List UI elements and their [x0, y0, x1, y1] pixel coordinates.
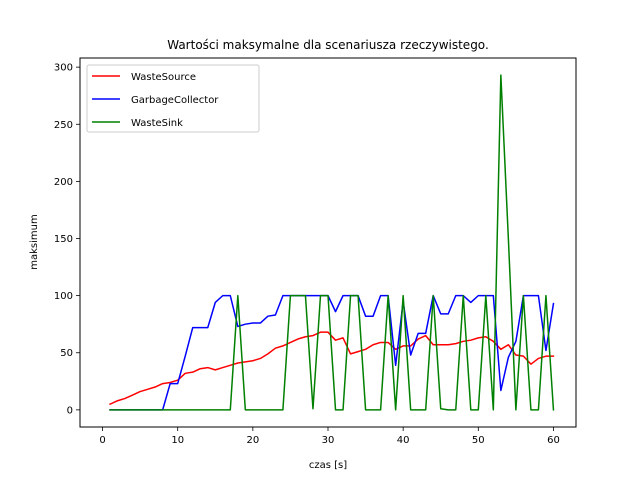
x-tick-label: 60 [547, 435, 560, 446]
y-tick-label: 300 [54, 63, 73, 74]
y-tick-label: 100 [54, 291, 73, 302]
series-line-garbagecollector [109, 294, 555, 411]
legend-label-wastesink: WasteSink [131, 118, 183, 129]
y-tick-label: 50 [60, 348, 73, 359]
x-tick-label: 10 [171, 435, 184, 446]
chart-title: Wartości maksymalne dla scenariusza rzec… [167, 38, 489, 52]
y-tick-label: 250 [54, 120, 73, 131]
legend-label-garbagecollector: GarbageCollector [131, 95, 219, 106]
y-tick-label: 150 [54, 234, 73, 245]
y-axis: 0 50 100 150 200 250 300 [54, 63, 80, 416]
x-tick-label: 50 [472, 435, 485, 446]
x-tick-label: 40 [397, 435, 410, 446]
legend-box [86, 64, 260, 133]
y-tick-label: 0 [67, 405, 73, 416]
y-tick-label: 200 [54, 177, 73, 188]
series-layer [109, 74, 555, 411]
x-axis: 0 10 20 30 40 50 60 [99, 427, 560, 446]
x-tick-label: 30 [322, 435, 335, 446]
series-line-wastesource [109, 331, 555, 406]
x-tick-label: 20 [246, 435, 259, 446]
x-axis-title: czas [s] [309, 460, 347, 471]
legend-label-wastesource: WasteSource [131, 72, 196, 83]
legend: WasteSource GarbageCollector WasteSink [86, 64, 260, 133]
y-axis-title: maksimum [29, 214, 40, 269]
x-tick-label: 0 [99, 435, 105, 446]
series-line-wastesink [109, 74, 555, 411]
